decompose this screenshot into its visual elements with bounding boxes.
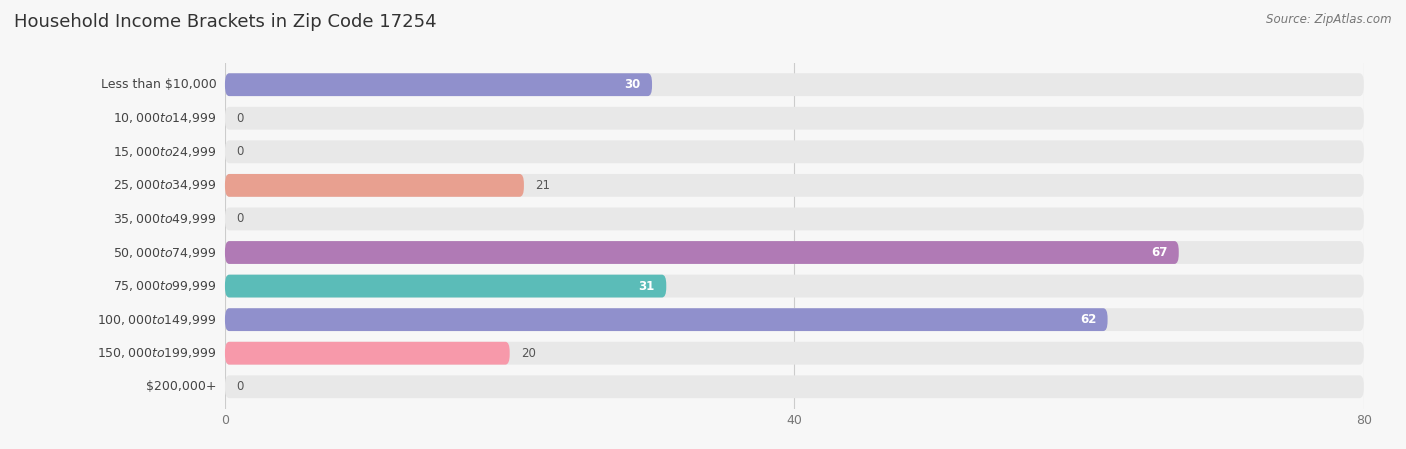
- Text: 0: 0: [236, 145, 243, 158]
- Text: 0: 0: [236, 380, 243, 393]
- Text: Less than $10,000: Less than $10,000: [101, 78, 217, 91]
- Text: 0: 0: [236, 112, 243, 125]
- Text: $15,000 to $24,999: $15,000 to $24,999: [112, 145, 217, 159]
- FancyBboxPatch shape: [225, 207, 1364, 230]
- Text: 31: 31: [638, 280, 655, 293]
- Text: $50,000 to $74,999: $50,000 to $74,999: [112, 246, 217, 260]
- Text: 20: 20: [522, 347, 536, 360]
- FancyBboxPatch shape: [225, 241, 1364, 264]
- FancyBboxPatch shape: [225, 342, 509, 365]
- FancyBboxPatch shape: [225, 275, 1364, 298]
- FancyBboxPatch shape: [225, 141, 1364, 163]
- Text: $75,000 to $99,999: $75,000 to $99,999: [112, 279, 217, 293]
- Text: $35,000 to $49,999: $35,000 to $49,999: [112, 212, 217, 226]
- Text: Household Income Brackets in Zip Code 17254: Household Income Brackets in Zip Code 17…: [14, 13, 437, 31]
- FancyBboxPatch shape: [225, 107, 1364, 130]
- Text: 67: 67: [1152, 246, 1167, 259]
- FancyBboxPatch shape: [225, 241, 1178, 264]
- Text: $150,000 to $199,999: $150,000 to $199,999: [97, 346, 217, 360]
- FancyBboxPatch shape: [225, 308, 1108, 331]
- FancyBboxPatch shape: [225, 174, 524, 197]
- Text: Source: ZipAtlas.com: Source: ZipAtlas.com: [1267, 13, 1392, 26]
- FancyBboxPatch shape: [225, 174, 1364, 197]
- Text: $200,000+: $200,000+: [146, 380, 217, 393]
- Text: $25,000 to $34,999: $25,000 to $34,999: [112, 178, 217, 192]
- Text: $10,000 to $14,999: $10,000 to $14,999: [112, 111, 217, 125]
- Text: $100,000 to $149,999: $100,000 to $149,999: [97, 313, 217, 326]
- FancyBboxPatch shape: [225, 275, 666, 298]
- Text: 21: 21: [536, 179, 550, 192]
- FancyBboxPatch shape: [225, 308, 1364, 331]
- FancyBboxPatch shape: [225, 375, 1364, 398]
- Text: 0: 0: [236, 212, 243, 225]
- FancyBboxPatch shape: [225, 342, 1364, 365]
- Text: 30: 30: [624, 78, 641, 91]
- FancyBboxPatch shape: [225, 73, 652, 96]
- FancyBboxPatch shape: [225, 73, 1364, 96]
- Text: 62: 62: [1080, 313, 1097, 326]
